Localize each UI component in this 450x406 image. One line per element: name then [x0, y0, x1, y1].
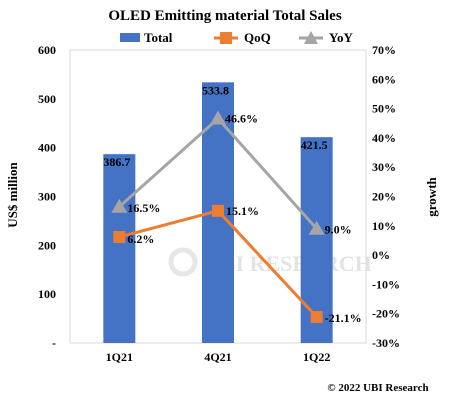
- y-tick-label: 400: [38, 141, 56, 155]
- qoq-data-label: 6.2%: [127, 232, 154, 246]
- legend-label: YoY: [329, 30, 353, 45]
- y2-tick-label: 40%: [372, 131, 396, 145]
- bar: [300, 137, 333, 343]
- y2-tick-label: 50%: [372, 102, 396, 116]
- yoy-data-label: 16.5%: [127, 201, 160, 215]
- bar-data-label: 421.5: [301, 138, 328, 152]
- x-tick-label: 1Q22: [303, 350, 330, 364]
- legend-marker: [304, 31, 318, 44]
- y2-tick-label: 70%: [372, 43, 396, 57]
- y-tick-label: -: [52, 336, 56, 350]
- y2-tick-label: 60%: [372, 72, 396, 86]
- bar-data-label: 533.8: [202, 83, 229, 97]
- legend-label: Total: [144, 30, 173, 45]
- yoy-data-label: 9.0%: [325, 223, 352, 237]
- qoq-data-label: -21.1%: [325, 311, 362, 325]
- watermark-logo-icon: [168, 247, 198, 277]
- y2-tick-label: 10%: [372, 219, 396, 233]
- y2-tick-label: 20%: [372, 190, 396, 204]
- y2-tick-label: 0%: [372, 248, 390, 262]
- x-tick-label: 4Q21: [204, 350, 231, 364]
- legend-swatch-bar: [120, 33, 140, 42]
- chart-title: OLED Emitting material Total Sales: [108, 8, 342, 24]
- y2-tick-label: -10%: [372, 277, 400, 291]
- y2-tick-label: -30%: [372, 336, 400, 350]
- legend-label: QoQ: [244, 30, 271, 45]
- y2-tick-label: -20%: [372, 307, 400, 321]
- y-tick-label: 100: [38, 287, 56, 301]
- legend-marker: [220, 32, 232, 44]
- y-tick-label: 300: [38, 190, 56, 204]
- line-point: [308, 220, 325, 235]
- legend: Total QoQ YoY: [120, 30, 353, 45]
- yoy-data-label: 46.6%: [225, 112, 258, 126]
- y-tick-label: 600: [38, 43, 56, 57]
- bar: [103, 154, 136, 343]
- line-point: [113, 230, 126, 243]
- y2-tick-label: 30%: [372, 160, 396, 174]
- y-tick-label: 200: [38, 238, 56, 252]
- line-point: [212, 204, 224, 217]
- y-axis-title: US$ million: [5, 162, 20, 228]
- bar-data-label: 386.7: [103, 155, 130, 169]
- watermark: UBI RESEARCH: [168, 247, 372, 277]
- x-tick-label: 1Q21: [106, 350, 133, 364]
- line-point: [210, 110, 226, 125]
- y-tick-label: 500: [38, 92, 56, 106]
- copyright-text: © 2022 UBI Research: [327, 382, 428, 394]
- line-point: [111, 198, 128, 213]
- qoq-data-label: 15.1%: [226, 204, 259, 218]
- y2-axis-title: growth: [424, 176, 439, 216]
- line-point: [310, 310, 323, 323]
